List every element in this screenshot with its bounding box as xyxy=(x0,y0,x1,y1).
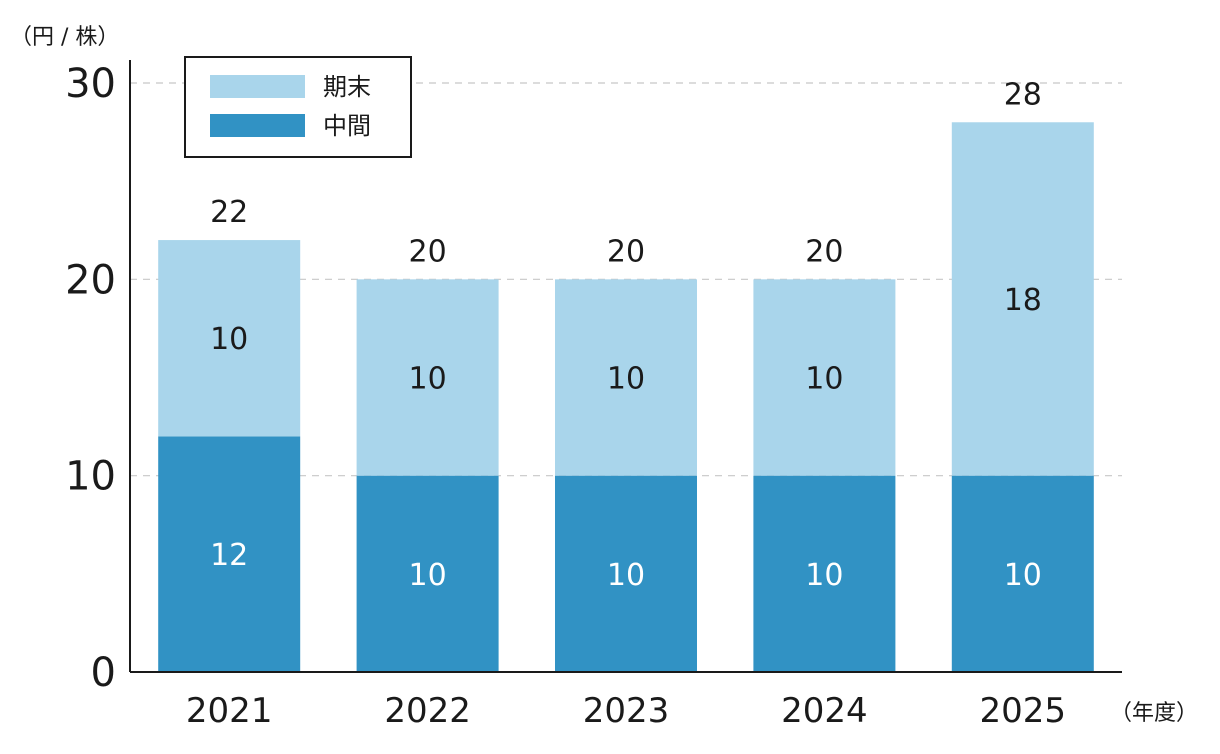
legend-swatch xyxy=(210,75,305,98)
legend-label: 期末 xyxy=(323,73,371,101)
y-tick-label: 30 xyxy=(65,61,116,107)
legend-swatch xyxy=(210,114,305,137)
bar-value-label: 10 xyxy=(805,362,843,397)
bar-year-end xyxy=(753,279,896,476)
y-unit-label: （円 / 株） xyxy=(10,25,119,50)
bar-year-end xyxy=(356,279,499,476)
x-tick-label: 2025 xyxy=(980,691,1067,731)
x-tick-label: 2024 xyxy=(781,691,868,731)
bar-value-label: 10 xyxy=(1004,558,1042,593)
legend-box xyxy=(184,56,412,158)
bar-value-label: 18 xyxy=(1004,283,1042,318)
y-tick-label: 0 xyxy=(91,650,116,696)
bar-year-end xyxy=(951,122,1094,476)
bar-interim xyxy=(951,475,1094,672)
bar-value-label: 10 xyxy=(607,558,645,593)
legend-label: 中間 xyxy=(323,112,371,140)
bar-total-label: 20 xyxy=(607,234,645,269)
bar-interim xyxy=(158,436,301,672)
x-tick-label: 2021 xyxy=(186,691,273,731)
bar-value-label: 10 xyxy=(607,362,645,397)
bars: 12 10 22 10 10 20 10 10 20 10 10 20 10 18 28 xyxy=(158,77,1094,672)
x-tick-label: 2023 xyxy=(583,691,670,731)
bar-total-label: 22 xyxy=(210,195,248,230)
bar-year-end xyxy=(158,240,301,437)
bar-interim xyxy=(753,475,896,672)
bar-value-label: 10 xyxy=(409,362,447,397)
bar-value-label: 10 xyxy=(409,558,447,593)
bar-value-label: 10 xyxy=(210,322,248,357)
x-unit-label: （年度） xyxy=(1110,701,1198,726)
bar-total-label: 28 xyxy=(1004,77,1042,112)
bar-total-label: 20 xyxy=(805,234,843,269)
y-tick-label: 10 xyxy=(65,454,116,500)
bar-interim xyxy=(356,475,499,672)
y-tick-label: 20 xyxy=(65,257,116,303)
bar-value-label: 10 xyxy=(805,558,843,593)
bar-year-end xyxy=(555,279,697,476)
x-tick-label: 2022 xyxy=(384,691,471,731)
bar-value-label: 12 xyxy=(210,538,248,573)
bar-interim xyxy=(555,475,697,672)
bar-total-label: 20 xyxy=(409,234,447,269)
